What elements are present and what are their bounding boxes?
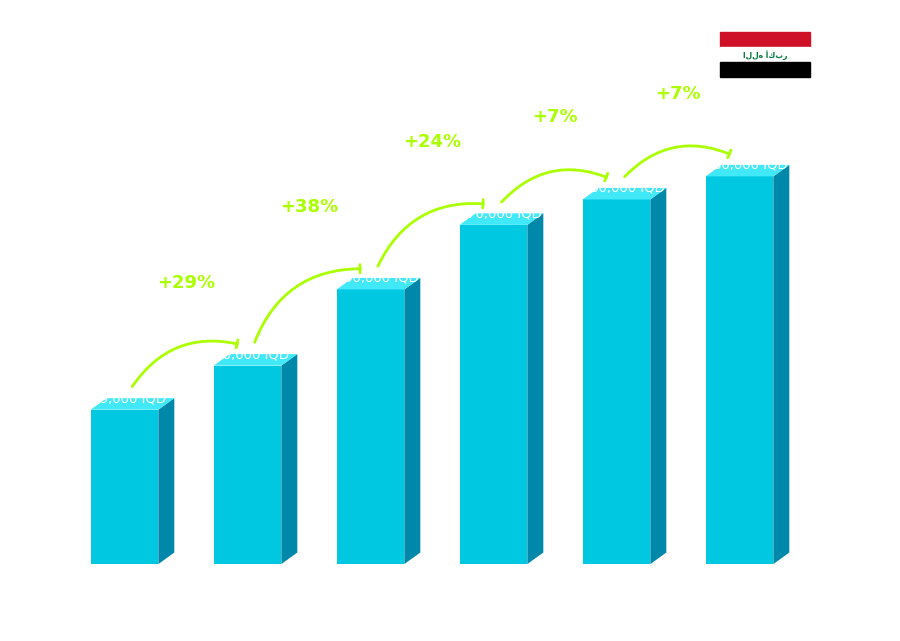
Polygon shape xyxy=(337,278,420,290)
Text: +7%: +7% xyxy=(655,85,701,103)
Text: Admin Executive: Admin Executive xyxy=(63,71,226,90)
Text: salaryexplorer.com: salaryexplorer.com xyxy=(377,613,523,628)
Polygon shape xyxy=(213,354,297,365)
Bar xyxy=(720,62,810,77)
Polygon shape xyxy=(404,278,420,564)
Text: Salary Comparison By Experience: Salary Comparison By Experience xyxy=(63,22,639,51)
Text: salary: salary xyxy=(399,613,451,628)
Bar xyxy=(720,47,810,62)
Text: Average Monthly Salary: Average Monthly Salary xyxy=(862,259,875,408)
Text: +24%: +24% xyxy=(403,133,461,151)
Polygon shape xyxy=(158,398,175,564)
Text: 1,470,000 IQD: 1,470,000 IQD xyxy=(446,207,542,221)
Text: 669,000 IQD: 669,000 IQD xyxy=(83,392,166,405)
Text: 1,190,000 IQD: 1,190,000 IQD xyxy=(322,272,418,285)
Text: 1,580,000 IQD: 1,580,000 IQD xyxy=(569,182,664,195)
Text: +38%: +38% xyxy=(280,197,338,215)
Polygon shape xyxy=(282,354,297,564)
Polygon shape xyxy=(527,213,544,564)
Text: 1,680,000 IQD: 1,680,000 IQD xyxy=(692,159,788,172)
Text: الله أكبر: الله أكبر xyxy=(742,51,788,60)
FancyBboxPatch shape xyxy=(582,199,651,564)
FancyBboxPatch shape xyxy=(706,176,773,564)
Text: +29%: +29% xyxy=(157,274,215,292)
Text: +7%: +7% xyxy=(532,108,578,126)
Bar xyxy=(720,32,810,47)
Polygon shape xyxy=(773,165,789,564)
FancyBboxPatch shape xyxy=(213,365,282,564)
Polygon shape xyxy=(706,165,789,176)
FancyBboxPatch shape xyxy=(337,290,404,564)
Polygon shape xyxy=(582,188,666,199)
Polygon shape xyxy=(460,213,544,225)
Polygon shape xyxy=(91,398,175,410)
FancyBboxPatch shape xyxy=(91,410,158,564)
FancyBboxPatch shape xyxy=(460,225,527,564)
Text: 860,000 IQD: 860,000 IQD xyxy=(206,348,289,361)
Polygon shape xyxy=(651,188,666,564)
